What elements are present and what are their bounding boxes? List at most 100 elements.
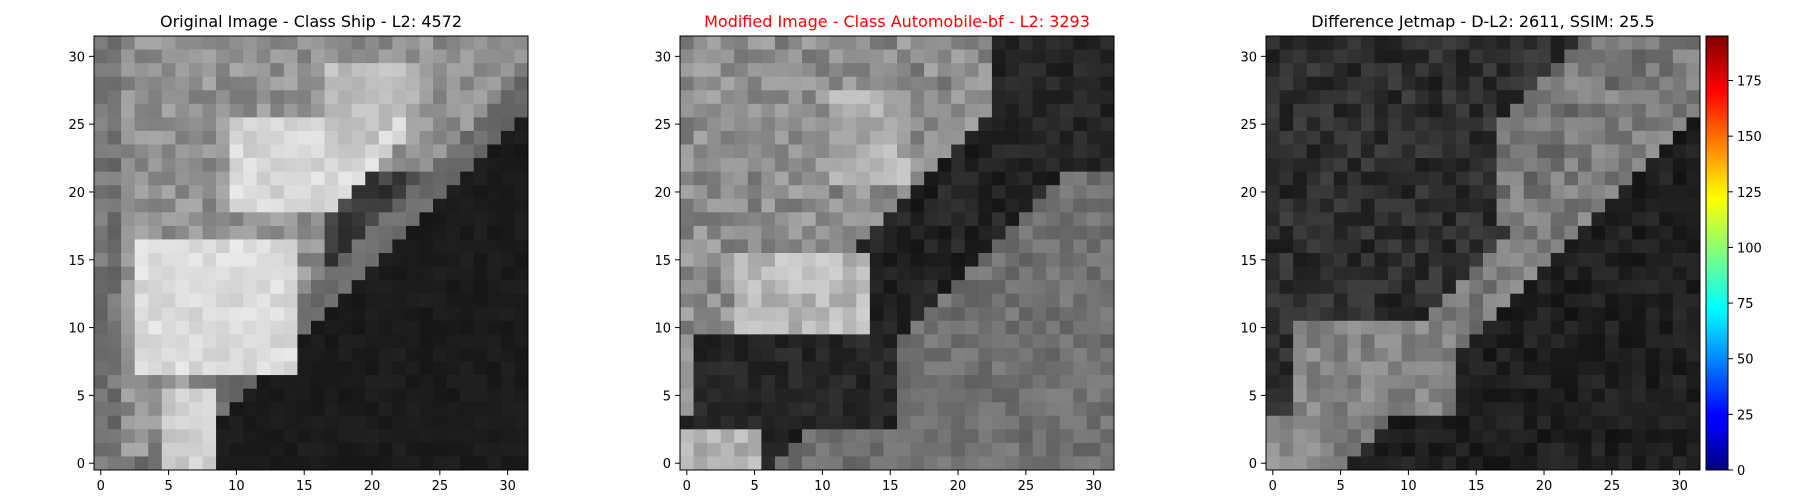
pixel [1059,117,1074,132]
pixel [869,76,884,91]
pixel [283,239,298,254]
pixel [720,144,735,159]
pixel [1469,456,1484,471]
pixel [94,212,108,227]
pixel [216,198,231,213]
pixel [693,185,708,200]
pixel [1469,253,1484,267]
pixel [869,130,884,145]
pixel [1469,388,1484,403]
pixel [473,198,488,213]
pixel [243,144,258,159]
pixel [788,442,803,457]
pixel [1032,293,1047,308]
pixel [1059,375,1074,390]
pixel [1618,90,1633,105]
pixel [487,198,502,213]
pixel [134,239,149,254]
pixel [338,212,353,227]
pixel [1550,158,1565,173]
pixel [856,388,871,403]
pixel [978,347,993,362]
pixel [1320,144,1335,159]
pixel [405,198,420,213]
pixel [951,76,966,91]
pixel [1086,103,1101,118]
pixel [761,90,776,105]
pixel [1279,442,1294,457]
pixel [1605,361,1620,376]
pixel [324,144,339,159]
pixel [1442,117,1457,132]
pixel [829,225,844,240]
pixel [1483,456,1497,471]
pixel [121,429,136,444]
pixel [856,185,871,200]
pixel [324,266,339,281]
pixel [774,212,789,227]
pixel [324,375,339,390]
pixel [365,253,380,267]
pixel [1672,90,1687,105]
pixel [1347,76,1362,91]
pixel [1672,375,1687,390]
pixel [707,49,722,64]
pixel [937,36,952,50]
pixel [243,334,258,349]
pixel [747,36,762,50]
pixel [1577,117,1592,132]
pixel [1537,239,1552,254]
pixel [270,239,285,254]
pixel [446,198,461,213]
pixel [856,239,871,254]
pixel [1632,90,1647,105]
pixel [229,402,244,417]
pixel [514,266,529,281]
pixel [1428,347,1443,362]
pixel [1073,388,1088,403]
pixel [1686,239,1701,254]
pixel [161,103,176,118]
pixel [1605,415,1620,430]
pixel [1577,402,1592,417]
pixel [107,198,122,213]
pixel [446,402,461,417]
pixel [774,402,789,417]
pixel [338,90,353,105]
pixel [1019,158,1034,173]
pixel [229,103,244,118]
pixel [1483,158,1497,173]
pixel [1415,90,1430,105]
pixel [1388,130,1403,145]
pixel [720,212,735,227]
pixel [720,456,735,471]
pixel [1046,402,1061,417]
pixel [1510,225,1525,240]
pixel [148,375,163,390]
pixel [1605,144,1620,159]
pixel [1618,225,1633,240]
pixel [1577,442,1592,457]
pixel [897,415,911,430]
pixel [94,239,108,254]
pixel [1401,415,1416,430]
pixel [1266,375,1280,390]
pixel [188,117,203,132]
pixel [897,253,911,267]
pixel [883,361,898,376]
pixel [1032,103,1047,118]
pixel [1523,361,1538,376]
pixel [1659,63,1674,78]
pixel [1618,293,1633,308]
pixel [433,144,448,159]
pixel [1455,293,1470,308]
pixel [924,388,939,403]
pixel [1496,36,1511,50]
pixel [1333,320,1348,335]
pixel [148,63,163,78]
pixel [693,361,708,376]
pixel [351,402,366,417]
pixel [121,90,136,105]
pixel [720,117,735,132]
pixel [1605,130,1620,145]
